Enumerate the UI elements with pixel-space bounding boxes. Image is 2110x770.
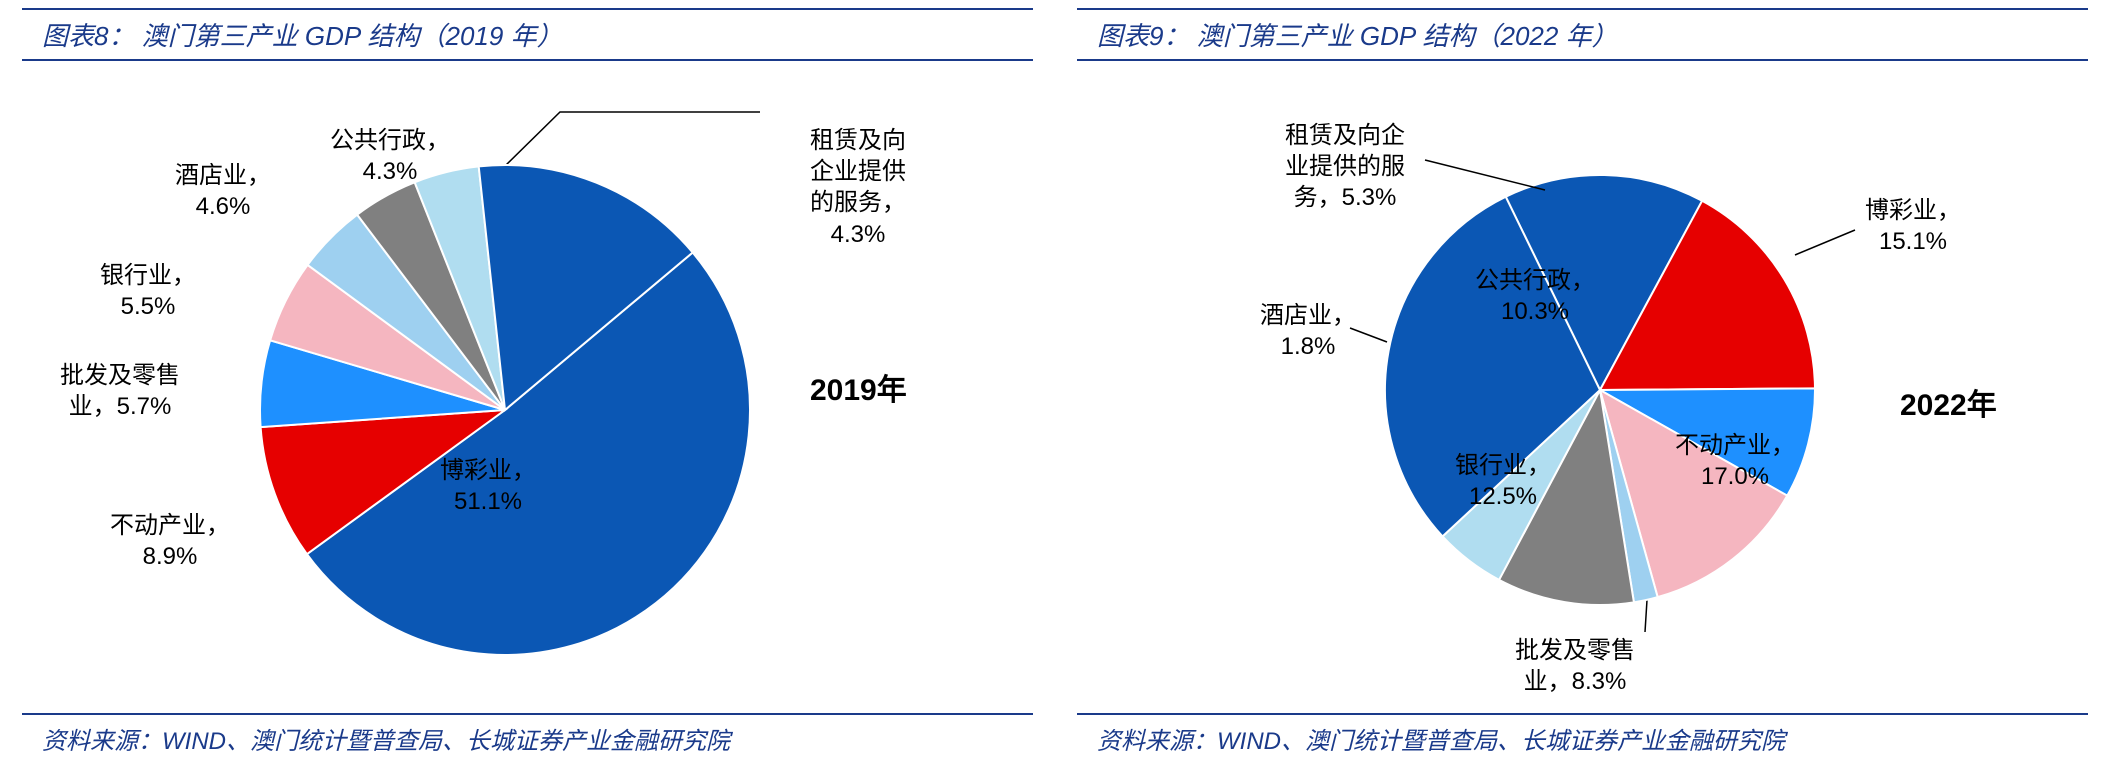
source-bar-right: 资料来源：WIND、澳门统计暨普查局、长城证券产业金融研究院 <box>1077 713 2088 762</box>
panel-2019: 图表8： 澳门第三产业 GDP 结构（2019 年） 博彩业， 51.1% 不动产… <box>0 0 1055 770</box>
source-text-right: 资料来源：WIND、澳门统计暨普查局、长城证券产业金融研究院 <box>1097 721 2068 756</box>
slice-label: 公共行政， 10.3% <box>1475 265 1595 327</box>
source-bar-left: 资料来源：WIND、澳门统计暨普查局、长城证券产业金融研究院 <box>22 713 1033 762</box>
leader-line <box>505 112 760 166</box>
slice-label: 不动产业， 8.9% <box>110 510 230 572</box>
slice-label: 租赁及向企 业提供的服 务，5.3% <box>1285 120 1405 214</box>
pie-chart-2022: 博彩业， 15.1% 不动产业， 17.0% 批发及零售 业，8.3% 银行业， 12… <box>1055 60 2110 710</box>
leader-line <box>1645 600 1647 632</box>
panel-2022: 图表9： 澳门第三产业 GDP 结构（2022 年） 博彩业， 15.1% 不动产… <box>1055 0 2110 770</box>
chart-title-left: 图表8： 澳门第三产业 GDP 结构（2019 年） <box>42 16 1013 53</box>
source-text-left: 资料来源：WIND、澳门统计暨普查局、长城证券产业金融研究院 <box>42 721 1013 756</box>
year-label: 2019年 <box>810 365 907 409</box>
year-label: 2022年 <box>1900 380 1997 424</box>
slice-label: 酒店业， 4.6% <box>175 160 271 222</box>
chart-title-right: 图表9： 澳门第三产业 GDP 结构（2022 年） <box>1097 16 2068 53</box>
leader-line <box>1425 160 1545 190</box>
slice-label: 酒店业， 1.8% <box>1260 300 1356 362</box>
slice-label: 租赁及向 企业提供 的服务， 4.3% <box>810 125 906 250</box>
slice-label: 批发及零售 业，8.3% <box>1515 635 1635 697</box>
slice-label: 批发及零售 业，5.7% <box>60 360 180 422</box>
slice-label: 博彩业， 51.1% <box>440 455 536 517</box>
pie-chart-2019: 博彩业， 51.1% 不动产业， 8.9% 批发及零售 业，5.7% 银行业， 5.5… <box>0 60 1055 710</box>
slice-label: 银行业， 12.5% <box>1455 450 1551 512</box>
slice-label: 博彩业， 15.1% <box>1865 195 1961 257</box>
title-bar-left: 图表8： 澳门第三产业 GDP 结构（2019 年） <box>22 8 1033 61</box>
slice-label: 银行业， 5.5% <box>100 260 196 322</box>
title-bar-right: 图表9： 澳门第三产业 GDP 结构（2022 年） <box>1077 8 2088 61</box>
slice-label: 不动产业， 17.0% <box>1675 430 1795 492</box>
slice-label: 公共行政， 4.3% <box>330 125 450 187</box>
leader-line <box>1795 230 1855 255</box>
